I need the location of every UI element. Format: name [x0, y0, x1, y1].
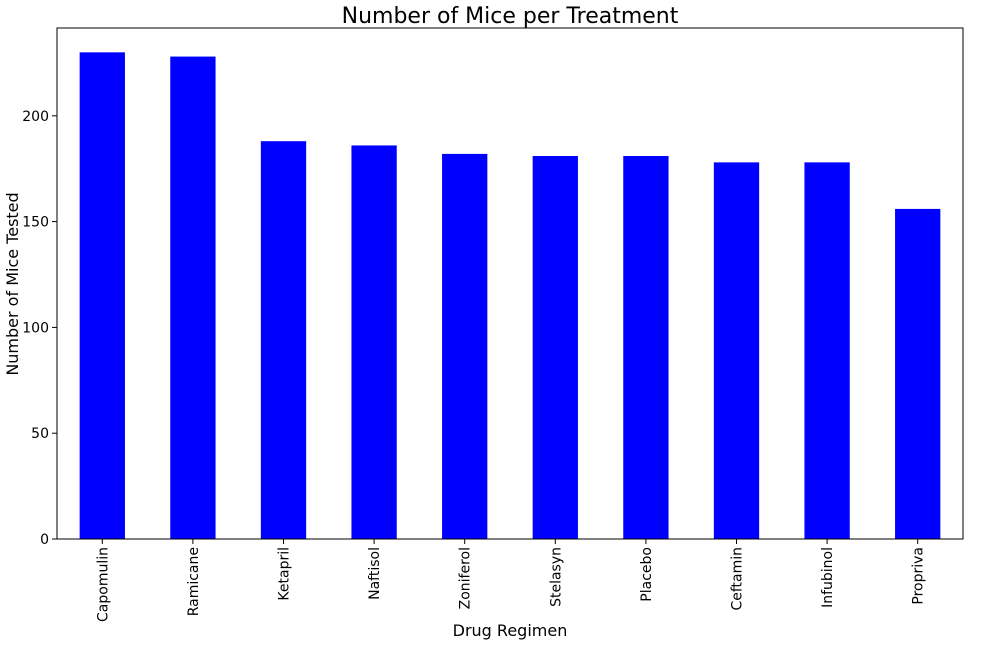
x-tick-label: Placebo — [639, 547, 655, 602]
x-tick-label: Stelasyn — [548, 547, 564, 607]
bar — [260, 141, 307, 540]
bar — [895, 208, 941, 540]
bar — [623, 156, 669, 539]
x-tick-label: Infubinol — [820, 547, 836, 608]
y-tick-label: 200 — [22, 109, 49, 125]
plot-frame — [56, 27, 964, 540]
x-tick-label: Ceftamin — [730, 547, 746, 611]
chart-title: Number of Mice per Treatment — [342, 4, 679, 29]
y-tick-label: 0 — [40, 532, 49, 548]
y-tick-label: 100 — [22, 320, 49, 336]
x-tick-label: Zoniferol — [458, 547, 474, 609]
x-tick-label: Naftisol — [367, 547, 383, 600]
bar — [804, 162, 850, 540]
y-axis-label: Number of Mice Tested — [3, 192, 22, 375]
bar — [442, 153, 488, 539]
bar — [713, 162, 760, 540]
bar — [79, 52, 125, 539]
y-tick-label: 150 — [22, 215, 49, 231]
y-tick-label: 50 — [31, 426, 49, 442]
plot-area: 0 50 100 150 200 Capomulin Ramicane Ketapril Naf… — [22, 27, 964, 622]
x-axis-label: Drug Regimen — [453, 621, 568, 640]
x-tick-label: Propriva — [911, 547, 927, 605]
x-tick-label: Ramicane — [186, 547, 202, 616]
bar — [170, 56, 216, 539]
x-tick-label: Capomulin — [95, 547, 111, 622]
bar — [532, 156, 578, 539]
bar — [351, 145, 397, 539]
x-tick-label: Ketapril — [277, 547, 293, 601]
